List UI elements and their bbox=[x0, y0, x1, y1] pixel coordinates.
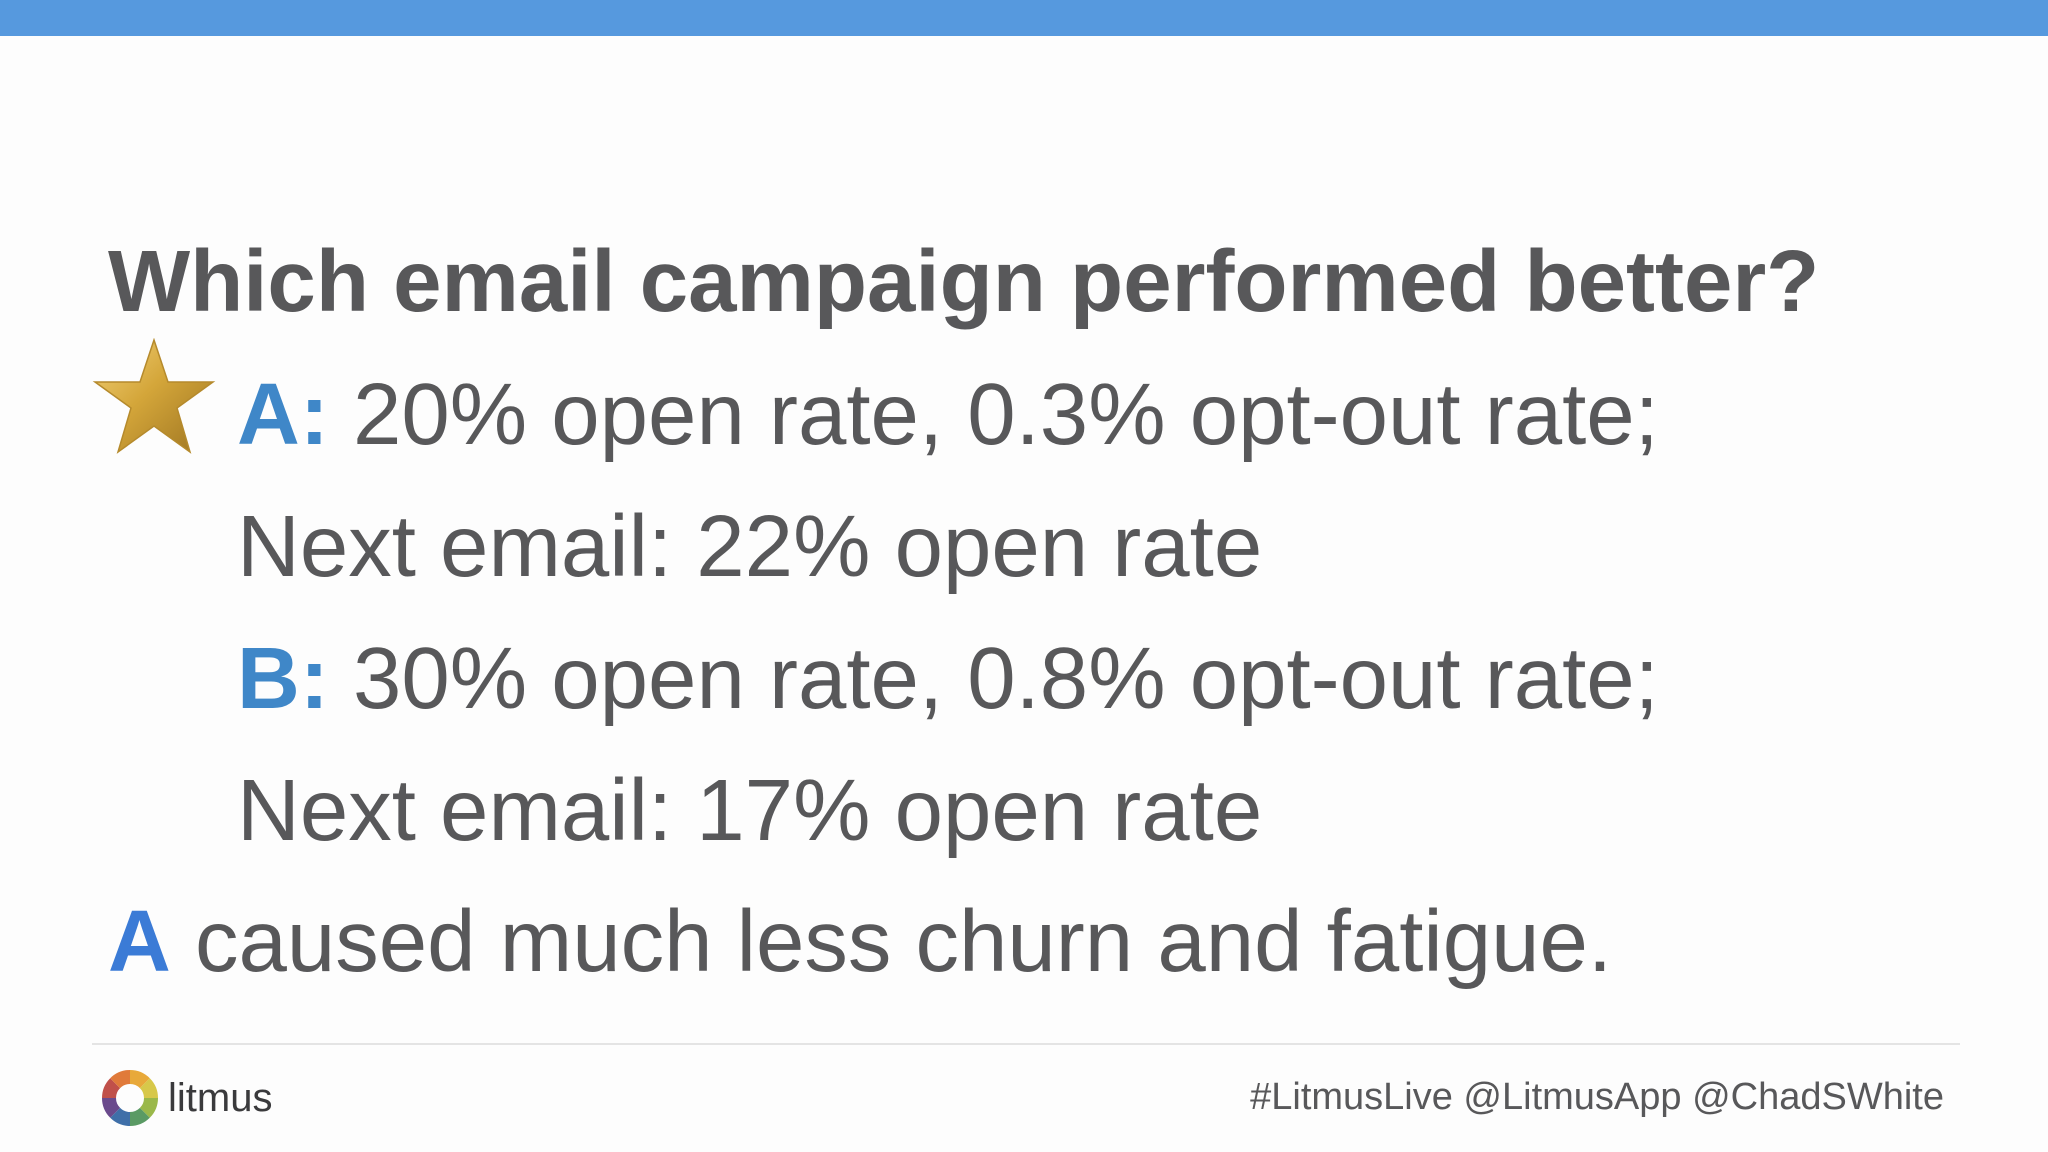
star-icon bbox=[92, 338, 216, 454]
option-a-followup: Next email: 22% open rate bbox=[237, 498, 1263, 595]
conclusion-letter: A bbox=[108, 893, 171, 990]
option-a-letter: A: bbox=[237, 366, 329, 463]
litmus-logo: litmus bbox=[100, 1066, 272, 1130]
logo-wordmark: litmus bbox=[168, 1075, 273, 1120]
footer-handles: #LitmusLive @LitmusApp @ChadSWhite bbox=[1250, 1076, 1944, 1118]
conclusion-line: A caused much less churn and fatigue. bbox=[108, 892, 1612, 992]
option-b-followup: Next email: 17% open rate bbox=[237, 762, 1263, 859]
option-a-text: 20% open rate, 0.3% opt-out rate; bbox=[328, 366, 1659, 463]
footer-divider bbox=[92, 1043, 1960, 1045]
conclusion-text: caused much less churn and fatigue. bbox=[170, 893, 1613, 990]
slide-title: Which email campaign performed better? bbox=[108, 233, 1820, 330]
option-a-line: A: 20% open rate, 0.3% opt-out rate; bbox=[237, 365, 1659, 465]
litmus-logo-icon bbox=[102, 1070, 158, 1126]
option-b-text: 30% open rate, 0.8% opt-out rate; bbox=[328, 630, 1659, 727]
option-b-letter: B: bbox=[237, 630, 329, 727]
option-b-line: B: 30% open rate, 0.8% opt-out rate; bbox=[237, 629, 1659, 729]
top-accent-bar bbox=[0, 0, 2048, 36]
